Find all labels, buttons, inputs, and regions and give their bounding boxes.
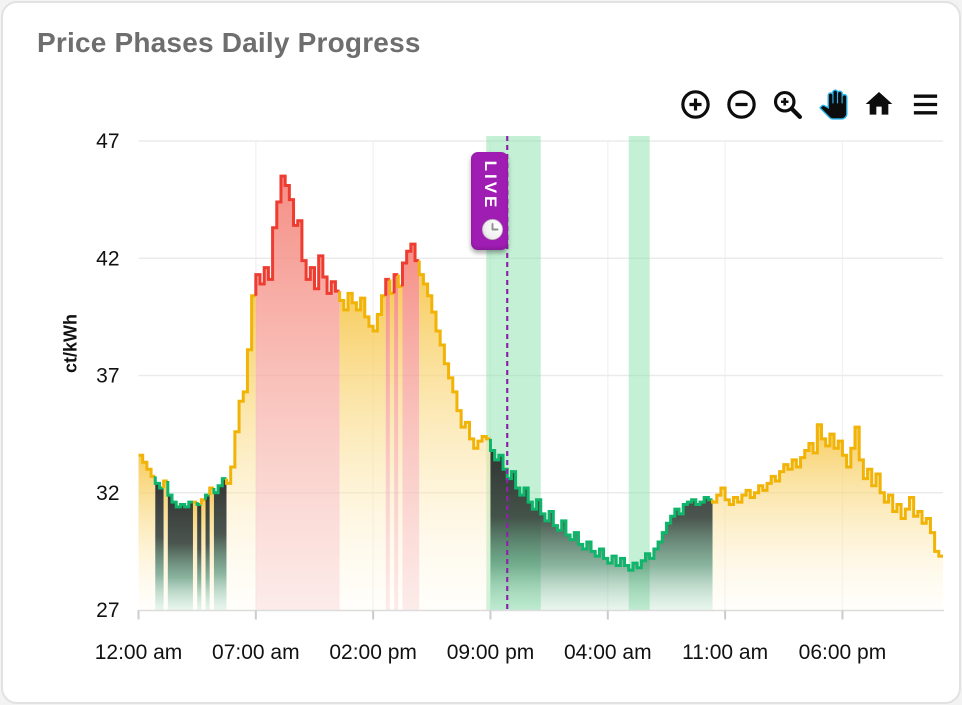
phase-fill-y [201,499,206,610]
y-axis-title: ct/kWh [60,314,81,374]
y-tick-label: 32 [96,482,119,505]
menu-button[interactable] [905,85,945,123]
phase-fill-r [402,244,420,610]
hamburger-menu-icon [910,89,941,120]
price-phases-chart[interactable]: 12:00 am 07:00 am 02:00 pm 09:00 pm 04:00 am… [3,3,961,704]
zoom-out-button[interactable] [721,85,761,123]
phase-fill-g [167,495,193,610]
price-step-line-y [711,423,943,558]
price-step-line-y [224,294,256,485]
phase-fill-y [209,488,214,610]
zoom-out-icon [725,88,758,121]
zoom-in-button[interactable] [675,85,715,123]
phase-fill-r [255,176,340,611]
price-step-line-y [138,453,156,478]
y-tick-label: 37 [96,365,119,388]
pan-hand-icon [818,88,849,120]
y-tick-label: 42 [96,247,119,270]
magnifier-plus-icon [771,88,804,121]
price-step-line-y [417,260,491,450]
pan-button[interactable] [813,85,853,123]
phase-fill-g [213,478,227,610]
phase-fill-y [712,424,943,610]
live-label: LIVE [480,160,500,211]
x-tick-label: 04:00 am [564,641,652,664]
home-icon [863,88,895,120]
price-step-line-g [488,438,713,572]
phase-fill-r [385,279,390,610]
phase-fill-r [394,274,399,610]
page-title: Price Phases Daily Progress [37,27,421,58]
zoom-in-icon [679,88,712,121]
phase-fill-y [138,455,156,610]
phase-fill-y [398,286,403,610]
x-tick-label: 02:00 pm [329,641,417,664]
live-badge: LIVE [471,152,508,250]
live-badge-content: LIVE [472,153,508,249]
box-zoom-button[interactable] [767,85,807,123]
price-step-line-g [166,481,193,509]
x-tick-label: 07:00 am [212,641,300,664]
phase-fill-y [163,481,168,610]
x-tick-label: 12:00 am [95,641,183,664]
phase-fill-y [389,293,395,610]
phase-fill-g [490,450,713,610]
phase-fill-y [339,293,386,610]
x-tick-label: 09:00 pm [447,641,535,664]
phase-fill-y [419,274,491,610]
phase-fill-g [155,483,164,610]
x-tick-label: 11:00 am [682,641,768,664]
clock-icon [476,218,504,241]
price-step-line-r [400,242,420,287]
chart-toolbar [675,85,945,123]
price-step-line-g [212,477,227,495]
y-tick-label: 27 [96,599,119,622]
x-tick-label: 06:00 pm [799,641,887,664]
phase-fill-g [197,504,202,610]
phase-fill-y [192,502,198,610]
price-step-line-r [254,174,340,296]
price-step-line-y [338,291,386,333]
y-tick-label: 47 [96,130,119,153]
phase-fill-g [205,495,210,610]
home-button[interactable] [859,85,899,123]
price-step-line-g [153,476,164,490]
highlight-band [628,136,650,610]
